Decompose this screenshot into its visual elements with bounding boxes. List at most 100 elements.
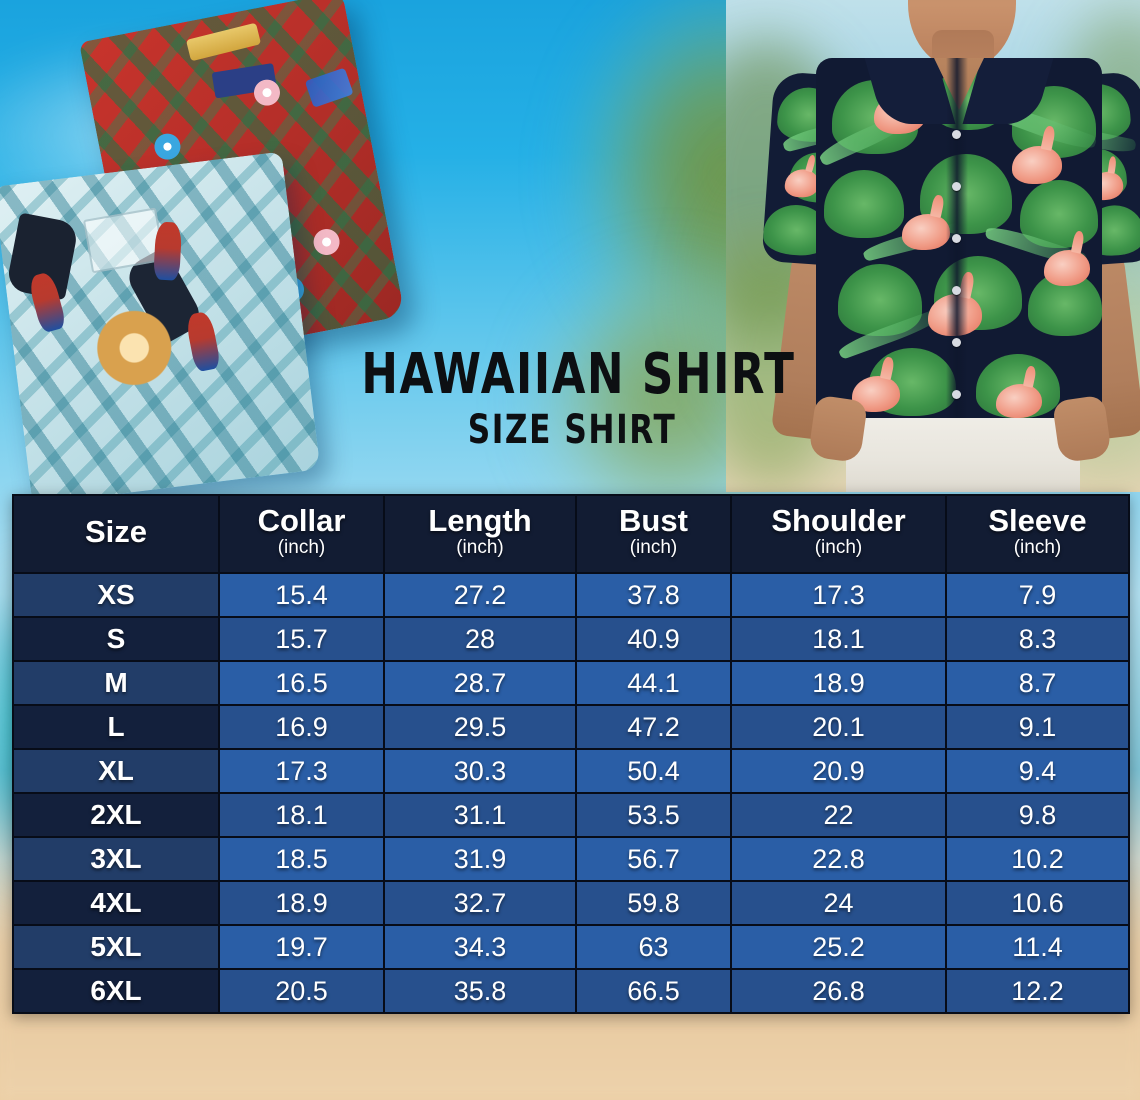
column-header-unit: (inch) bbox=[814, 536, 863, 558]
flamingo-icon bbox=[996, 384, 1042, 418]
cell-bust: 40.9 bbox=[575, 616, 732, 662]
cell-sleeve: 10.6 bbox=[945, 880, 1130, 926]
shirt-button bbox=[952, 234, 961, 243]
cell-collar: 16.5 bbox=[218, 660, 385, 706]
cell-length: 35.8 bbox=[383, 968, 577, 1014]
cell-shoulder: 24 bbox=[730, 880, 947, 926]
cell-bust: 59.8 bbox=[575, 880, 732, 926]
cell-length: 32.7 bbox=[383, 880, 577, 926]
cell-sleeve: 9.1 bbox=[945, 704, 1130, 750]
navy-hawaiian-shirt bbox=[816, 58, 1102, 418]
shirt-button bbox=[952, 182, 961, 191]
column-header-unit: (inch) bbox=[277, 536, 326, 558]
table-row: 2XL 18.1 31.1 53.5 22 9.8 bbox=[12, 792, 1130, 838]
cell-shoulder: 25.2 bbox=[730, 924, 947, 970]
cell-sleeve: 9.4 bbox=[945, 748, 1130, 794]
column-header-unit: (inch) bbox=[1013, 536, 1062, 558]
cell-bust: 63 bbox=[575, 924, 732, 970]
cell-length: 34.3 bbox=[383, 924, 577, 970]
table-row: L 16.9 29.5 47.2 20.1 9.1 bbox=[12, 704, 1130, 750]
table-row: XL 17.3 30.3 50.4 20.9 9.4 bbox=[12, 748, 1130, 794]
shirt-button bbox=[952, 338, 961, 347]
cell-length: 29.5 bbox=[383, 704, 577, 750]
cell-sleeve: 8.3 bbox=[945, 616, 1130, 662]
cell-bust: 53.5 bbox=[575, 792, 732, 838]
cell-collar: 18.9 bbox=[218, 880, 385, 926]
column-header-bust: Bust (inch) bbox=[575, 494, 732, 574]
size-label-cell: 2XL bbox=[12, 792, 220, 838]
size-label-cell: 5XL bbox=[12, 924, 220, 970]
cell-length: 30.3 bbox=[383, 748, 577, 794]
cell-collar: 17.3 bbox=[218, 748, 385, 794]
page-title: HAWAIIAN SHIRT SIZE SHIRT bbox=[302, 342, 842, 453]
flamingo-icon bbox=[1044, 250, 1090, 286]
blue-hawaiian-shirt-folded bbox=[0, 151, 321, 505]
cell-collar: 15.7 bbox=[218, 616, 385, 662]
cell-shoulder: 18.9 bbox=[730, 660, 947, 706]
model-photo bbox=[726, 0, 1140, 492]
size-label-cell: XL bbox=[12, 748, 220, 794]
size-label-cell: 3XL bbox=[12, 836, 220, 882]
cell-length: 28.7 bbox=[383, 660, 577, 706]
flamingo-icon bbox=[1012, 146, 1062, 184]
table-header-row: Size Collar (inch) Length (inch) Bust (i… bbox=[12, 494, 1130, 574]
cell-length: 31.9 bbox=[383, 836, 577, 882]
cell-shoulder: 20.1 bbox=[730, 704, 947, 750]
cell-sleeve: 10.2 bbox=[945, 836, 1130, 882]
column-header-label: Sleeve bbox=[988, 503, 1087, 539]
column-header-label: Length bbox=[428, 503, 532, 539]
size-label-cell: 4XL bbox=[12, 880, 220, 926]
cell-shoulder: 17.3 bbox=[730, 572, 947, 618]
cell-shoulder: 18.1 bbox=[730, 616, 947, 662]
cell-length: 31.1 bbox=[383, 792, 577, 838]
cell-length: 27.2 bbox=[383, 572, 577, 618]
cell-sleeve: 9.8 bbox=[945, 792, 1130, 838]
column-header-label: Collar bbox=[257, 503, 346, 539]
cell-shoulder: 20.9 bbox=[730, 748, 947, 794]
table-row: 6XL 20.5 35.8 66.5 26.8 12.2 bbox=[12, 968, 1130, 1014]
size-label-cell: S bbox=[12, 616, 220, 662]
cell-sleeve: 12.2 bbox=[945, 968, 1130, 1014]
cell-bust: 47.2 bbox=[575, 704, 732, 750]
parrot-icon bbox=[184, 310, 222, 373]
column-header-shoulder: Shoulder (inch) bbox=[730, 494, 947, 574]
parrot-icon bbox=[153, 221, 183, 281]
column-header-sleeve: Sleeve (inch) bbox=[945, 494, 1130, 574]
cell-collar: 19.7 bbox=[218, 924, 385, 970]
title-sub: SIZE SHIRT bbox=[467, 406, 677, 453]
size-label-cell: 6XL bbox=[12, 968, 220, 1014]
cell-sleeve: 11.4 bbox=[945, 924, 1130, 970]
table-body: XS 15.4 27.2 37.8 17.3 7.9 S 15.7 28 40.9 18.1 8.3 M… bbox=[12, 572, 1130, 1014]
cell-sleeve: 8.7 bbox=[945, 660, 1130, 706]
cell-shoulder: 26.8 bbox=[730, 968, 947, 1014]
cell-bust: 56.7 bbox=[575, 836, 732, 882]
hibiscus-flower-icon bbox=[149, 129, 186, 165]
table-header: Size Collar (inch) Length (inch) Bust (i… bbox=[12, 494, 1130, 574]
shirt-button bbox=[952, 390, 961, 399]
shirt-logo-patch bbox=[304, 67, 354, 108]
column-header-unit: (inch) bbox=[629, 536, 678, 558]
cell-length: 28 bbox=[383, 616, 577, 662]
shirt-brand-label bbox=[185, 22, 262, 62]
hibiscus-flower-icon bbox=[308, 224, 345, 260]
column-header-label: Bust bbox=[619, 503, 688, 539]
cell-collar: 18.5 bbox=[218, 836, 385, 882]
table-row: 4XL 18.9 32.7 59.8 24 10.6 bbox=[12, 880, 1130, 926]
table-row: 3XL 18.5 31.9 56.7 22.8 10.2 bbox=[12, 836, 1130, 882]
cell-bust: 44.1 bbox=[575, 660, 732, 706]
table-row: 5XL 19.7 34.3 63 25.2 11.4 bbox=[12, 924, 1130, 970]
shirt-button bbox=[952, 130, 961, 139]
column-header-label: Size bbox=[84, 514, 148, 549]
column-header-collar: Collar (inch) bbox=[218, 494, 385, 574]
table-row: XS 15.4 27.2 37.8 17.3 7.9 bbox=[12, 572, 1130, 618]
cell-collar: 16.9 bbox=[218, 704, 385, 750]
table-row: S 15.7 28 40.9 18.1 8.3 bbox=[12, 616, 1130, 662]
cell-shoulder: 22 bbox=[730, 792, 947, 838]
cell-collar: 20.5 bbox=[218, 968, 385, 1014]
column-header-label: Shoulder bbox=[771, 503, 906, 539]
title-main: HAWAIIAN SHIRT bbox=[361, 342, 796, 407]
size-label-cell: L bbox=[12, 704, 220, 750]
cell-collar: 18.1 bbox=[218, 792, 385, 838]
table-row: M 16.5 28.7 44.1 18.9 8.7 bbox=[12, 660, 1130, 706]
